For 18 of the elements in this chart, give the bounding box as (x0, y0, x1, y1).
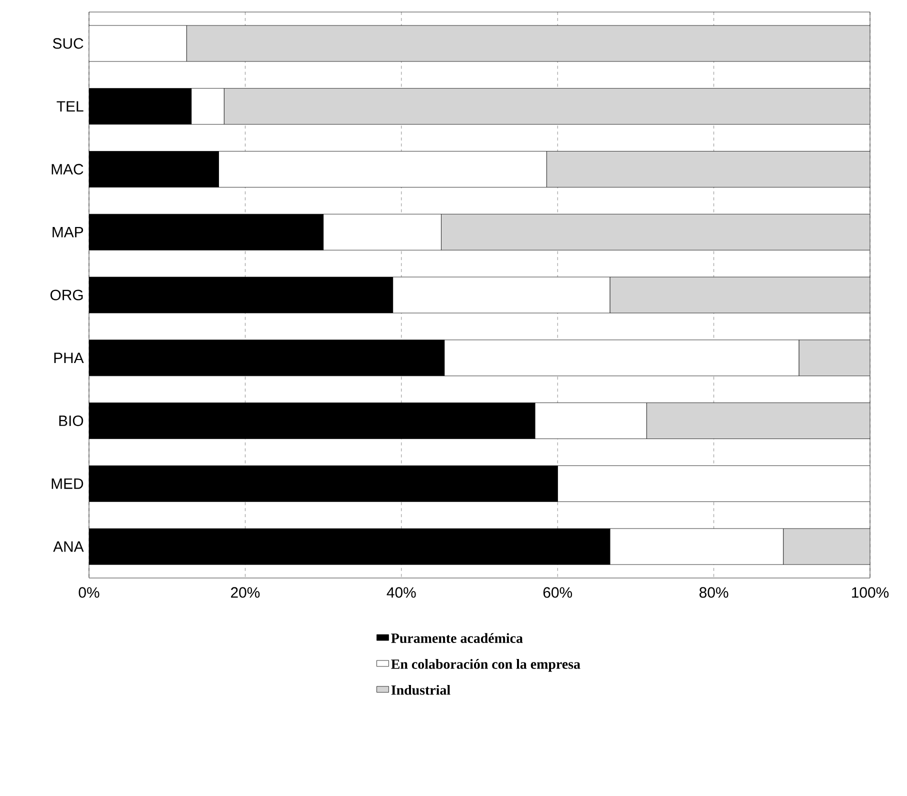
y-tick-label: PHA (54, 352, 84, 364)
y-tick-label: BIO (59, 415, 84, 426)
y-tick-label: ORG (50, 290, 83, 300)
x-tick-label: 100% (852, 587, 889, 598)
y-tick-label: MAC (52, 164, 84, 175)
x-tick-label: 60% (543, 587, 572, 598)
x-tick-label: 20% (230, 587, 260, 598)
y-tick-label: MED (52, 478, 84, 489)
x-tick-label: 0% (78, 587, 100, 598)
x-tick-label: 80% (700, 587, 728, 598)
y-tick-label: SUC (52, 38, 84, 49)
legend-label: En colaboración con la empresa (391, 659, 580, 672)
legend-label: Industrial (391, 684, 450, 695)
y-tick-label: MAP (52, 226, 84, 238)
x-tick-label: 40% (386, 587, 416, 598)
y-tick-label: ANA (53, 541, 84, 552)
legend-label: Puramente académica (391, 633, 523, 643)
y-tick-label: TEL (56, 101, 84, 112)
